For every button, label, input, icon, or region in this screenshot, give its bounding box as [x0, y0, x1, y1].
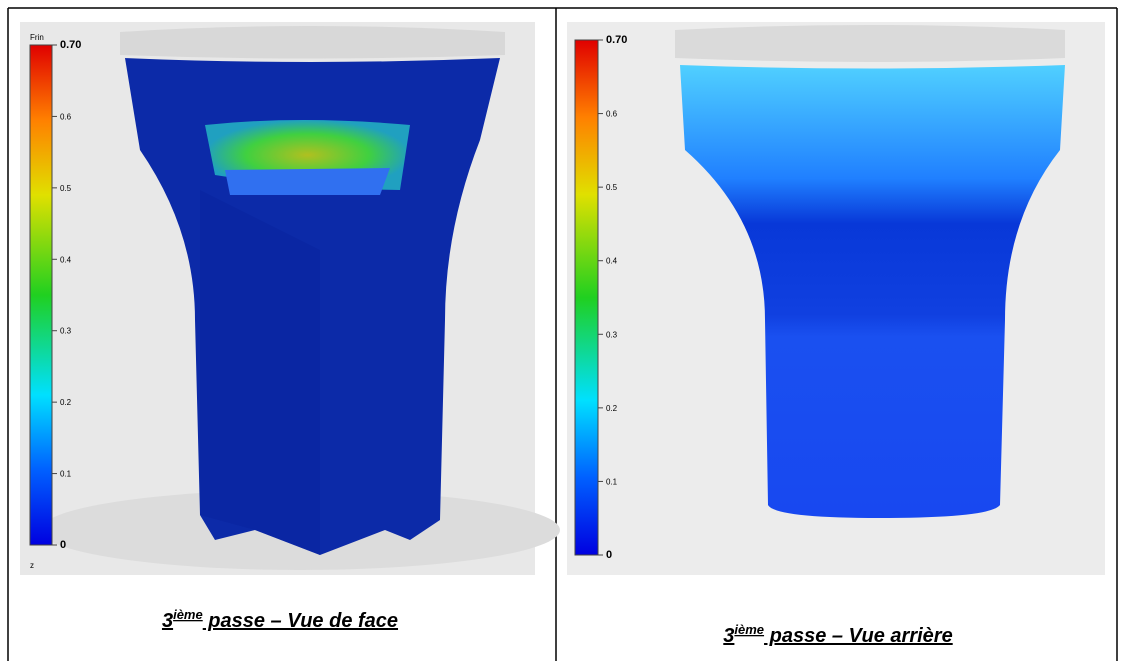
- caption-number: 3: [723, 625, 734, 647]
- caption-superscript: ième: [734, 622, 764, 637]
- back-view-image: [567, 22, 1105, 575]
- colorbar-tick-label: 0.4: [60, 255, 72, 264]
- colorbar-tick-label: 0: [606, 549, 612, 561]
- front-colorbar: [29, 44, 53, 546]
- colorbar-tick-label: 0: [60, 539, 66, 551]
- axis-letter: z: [30, 561, 34, 570]
- colorbar-tick-label: 0.2: [60, 398, 72, 407]
- colorbar-tick-label: 0.70: [60, 39, 81, 51]
- caption-text: passe – Vue de face: [203, 610, 398, 632]
- colorbar-tick-label: 0.1: [606, 477, 618, 486]
- colorbar-tick-label: 0.1: [60, 470, 72, 479]
- caption: 3ième passe – Vue arrière: [723, 622, 952, 647]
- colorbar-tick-label: 0.4: [606, 257, 618, 266]
- colorbar-tick-label: 0.6: [60, 112, 72, 121]
- back-colorbar: [574, 39, 599, 556]
- caption: 3ième passe – Vue de face: [162, 607, 398, 632]
- front-view-image: [20, 22, 560, 575]
- colorbar-tick-label: 0.5: [60, 184, 72, 193]
- table-frame: [7, 7, 1118, 661]
- caption-text: passe – Vue arrière: [764, 625, 953, 647]
- colorbar-tick-label: 0.5: [606, 183, 618, 192]
- colorbar-tick-label: 0.3: [606, 330, 618, 339]
- caption-superscript: ième: [173, 607, 203, 622]
- colorbar-tick-label: 0.2: [606, 404, 618, 413]
- legend-title: Frin: [30, 33, 44, 42]
- colorbar-tick-label: 0.3: [60, 327, 72, 336]
- caption-number: 3: [162, 610, 173, 632]
- colorbar-tick-label: 0.70: [606, 34, 627, 46]
- colorbar-tick-label: 0.6: [606, 110, 618, 119]
